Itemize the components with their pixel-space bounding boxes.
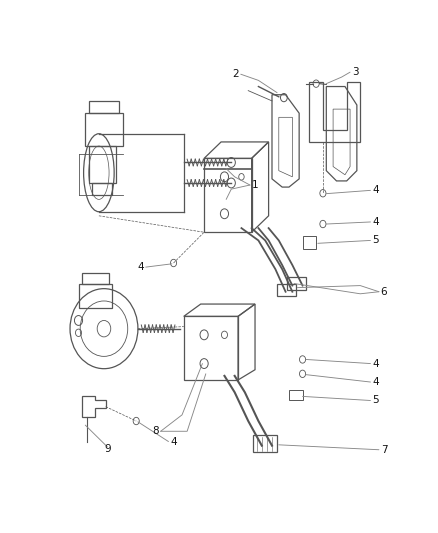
Text: 4: 4 bbox=[170, 437, 177, 447]
Text: 6: 6 bbox=[381, 287, 387, 297]
Text: 9: 9 bbox=[104, 444, 111, 454]
Text: 2: 2 bbox=[233, 69, 239, 79]
Text: 5: 5 bbox=[372, 395, 379, 406]
Text: 8: 8 bbox=[152, 426, 159, 437]
Text: 4: 4 bbox=[372, 359, 379, 368]
Text: 3: 3 bbox=[352, 67, 358, 77]
Text: 4: 4 bbox=[372, 217, 379, 227]
Text: 7: 7 bbox=[381, 445, 387, 455]
Text: 4: 4 bbox=[372, 377, 379, 387]
Text: 1: 1 bbox=[251, 180, 258, 190]
Text: 5: 5 bbox=[372, 236, 379, 245]
Text: 4: 4 bbox=[138, 262, 144, 272]
Text: 4: 4 bbox=[372, 185, 379, 196]
